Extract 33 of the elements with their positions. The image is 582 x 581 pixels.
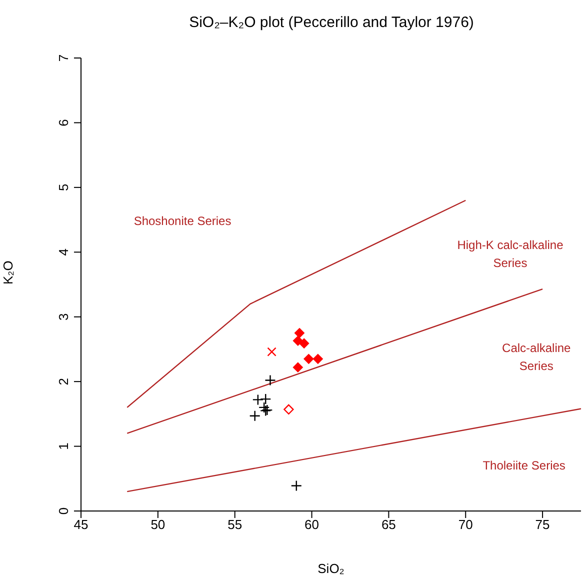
y-tick-label: 2 — [56, 378, 71, 386]
point — [284, 404, 294, 414]
point — [260, 393, 272, 405]
annotation: Shoshonite Series — [134, 214, 232, 228]
point — [294, 328, 304, 338]
x-tick-label: 45 — [74, 517, 88, 532]
y-tick-label: 7 — [56, 54, 71, 62]
point — [299, 338, 310, 348]
y-tick-label: 6 — [56, 119, 71, 126]
point — [312, 354, 323, 364]
y-tick-label: 5 — [56, 184, 71, 192]
y-tick-label: 3 — [56, 313, 71, 320]
x-tick-label: 50 — [150, 517, 166, 532]
y-tick-label: 1 — [56, 442, 71, 450]
annotation: Calc-alkaline Series — [502, 340, 572, 373]
y-tick-label: 0 — [56, 507, 71, 515]
chart-title: SiO₂–K₂O plot (Peccerillo and Taylor 1976) — [188, 14, 475, 31]
y-axis-title: K₂O — [0, 260, 16, 284]
annotation: Tholeiite Series — [482, 458, 566, 473]
point — [249, 410, 260, 422]
x-tick-label: 70 — [458, 517, 473, 532]
x-tick-label: 60 — [304, 517, 320, 532]
point — [290, 480, 302, 492]
x-tick-label: 65 — [381, 517, 396, 532]
x-axis-title: SiO₂ — [318, 561, 344, 576]
annotation: High-K calc-alkaline Series — [457, 238, 564, 270]
y-tick-label: 4 — [56, 248, 71, 256]
point — [264, 374, 276, 386]
x-tick-label: 75 — [535, 517, 550, 532]
point — [304, 354, 314, 364]
x-tick-label: 55 — [228, 517, 242, 532]
point — [267, 347, 276, 356]
point — [292, 362, 303, 372]
